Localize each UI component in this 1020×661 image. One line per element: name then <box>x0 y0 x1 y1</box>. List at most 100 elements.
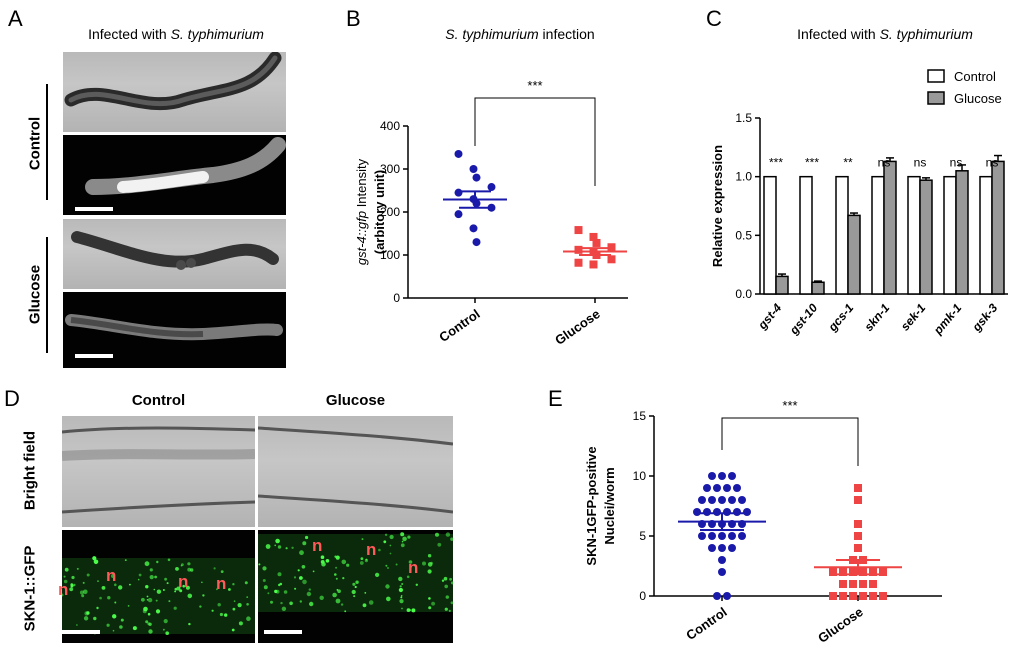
gfp-spot <box>174 590 176 593</box>
data-point <box>472 199 481 208</box>
bar <box>979 175 993 295</box>
data-point <box>469 224 478 233</box>
panel-d-row-label-brightfield: Bright field <box>21 430 39 511</box>
data-point <box>708 472 716 480</box>
significance-label: *** <box>527 78 542 93</box>
gfp-spot <box>378 548 381 552</box>
data-point <box>869 580 877 588</box>
x-tick-label: pmk-1 <box>930 301 964 338</box>
gfp-spot <box>355 580 359 584</box>
gfp-spot <box>401 540 404 543</box>
gfp-spot <box>385 564 388 567</box>
x-tick-label: sek-1 <box>898 301 929 334</box>
significance-label: *** <box>782 398 797 413</box>
gfp-spot <box>187 562 191 566</box>
group-bracket <box>46 84 48 200</box>
gfp-spot <box>83 589 88 595</box>
scale-bar <box>264 630 302 634</box>
panel-a-glucose-fluorescence <box>63 292 286 368</box>
data-point <box>703 484 711 492</box>
legend-swatch <box>927 91 945 105</box>
gfp-spot <box>346 563 350 567</box>
gfp-spot <box>262 566 267 571</box>
gfp-spot <box>305 535 309 540</box>
gfp-spot <box>398 587 403 593</box>
data-point <box>718 532 726 540</box>
gfp-spot <box>399 585 402 588</box>
gfp-spot <box>246 596 249 598</box>
data-point <box>708 544 716 552</box>
data-point <box>469 165 478 173</box>
data-point <box>718 568 726 576</box>
bar <box>763 175 777 295</box>
gfp-spot <box>334 555 337 558</box>
gfp-spot <box>400 532 405 537</box>
panel-b-title-italic: S. typhimurium <box>445 26 539 42</box>
annotation-label: ns <box>986 156 999 170</box>
gfp-spot <box>201 581 203 584</box>
panel-a-row-label-glucose: Glucose <box>26 264 44 325</box>
x-tick-label: gst-4 <box>755 301 785 333</box>
gfp-spot <box>188 622 191 626</box>
data-point <box>698 532 706 540</box>
gfp-spot <box>277 545 282 549</box>
worm-image <box>64 52 282 111</box>
data-point <box>713 592 721 600</box>
gfp-spot <box>217 603 221 607</box>
y-tick-label: 300 <box>380 162 400 176</box>
panel-d-control-brightfield <box>62 416 255 527</box>
panel-b-title-suffix: infection <box>538 26 595 42</box>
data-point <box>487 183 496 192</box>
y-axis-label-2: (arbitory unit) <box>372 170 387 255</box>
data-point <box>849 580 857 588</box>
gfp-spot <box>187 567 192 572</box>
gfp-spot <box>124 559 127 561</box>
gfp-spot <box>375 572 380 577</box>
gfp-spot <box>129 583 131 586</box>
gfp-spot <box>409 609 412 612</box>
gfp-spot <box>280 601 283 605</box>
y-tick-label: 1.0 <box>735 170 752 184</box>
x-tick-label: Control <box>683 604 729 643</box>
gfp-spot <box>119 625 123 629</box>
gfp-spot <box>293 576 297 579</box>
gfp-spot <box>233 600 236 603</box>
scale-bar <box>62 630 100 634</box>
gfp-spot <box>401 607 403 610</box>
gfp-spot <box>387 567 389 569</box>
gfp-spot <box>407 535 411 539</box>
bar <box>955 170 969 295</box>
worm-gfp-image <box>65 314 283 341</box>
bar <box>811 281 825 295</box>
gfp-spot <box>156 589 162 594</box>
gfp-spot <box>335 577 338 580</box>
data-point <box>839 592 847 600</box>
annotation-label: ** <box>843 156 853 170</box>
y-tick-label: 0.0 <box>735 287 752 301</box>
gfp-spot <box>274 544 277 547</box>
data-point <box>743 508 751 516</box>
data-point <box>854 532 862 540</box>
gfp-spot <box>141 597 145 602</box>
gfp-spot <box>92 556 97 561</box>
nucleus-marker: n <box>106 566 117 585</box>
gfp-spot <box>173 606 177 610</box>
annotation-label: *** <box>769 156 783 170</box>
data-point <box>839 568 847 576</box>
y-axis-label: Relative expression <box>710 145 725 267</box>
data-point <box>738 532 746 540</box>
panel-c-title-italic: S. typhimurium <box>879 26 973 42</box>
gfp-spot <box>211 609 214 612</box>
gfp-spot <box>97 580 99 582</box>
gfp-spot <box>444 584 448 589</box>
gfp-spot <box>427 569 432 574</box>
data-point <box>693 508 701 516</box>
gfp-spot <box>445 595 449 599</box>
panel-b-title: S. typhimurium infection <box>400 26 640 42</box>
gfp-spot <box>448 609 451 612</box>
gfp-spot <box>244 581 248 585</box>
gfp-spot <box>71 575 75 580</box>
gfp-spot <box>155 609 161 614</box>
y-tick-label: 100 <box>380 248 400 262</box>
gfp-spot <box>299 576 303 580</box>
